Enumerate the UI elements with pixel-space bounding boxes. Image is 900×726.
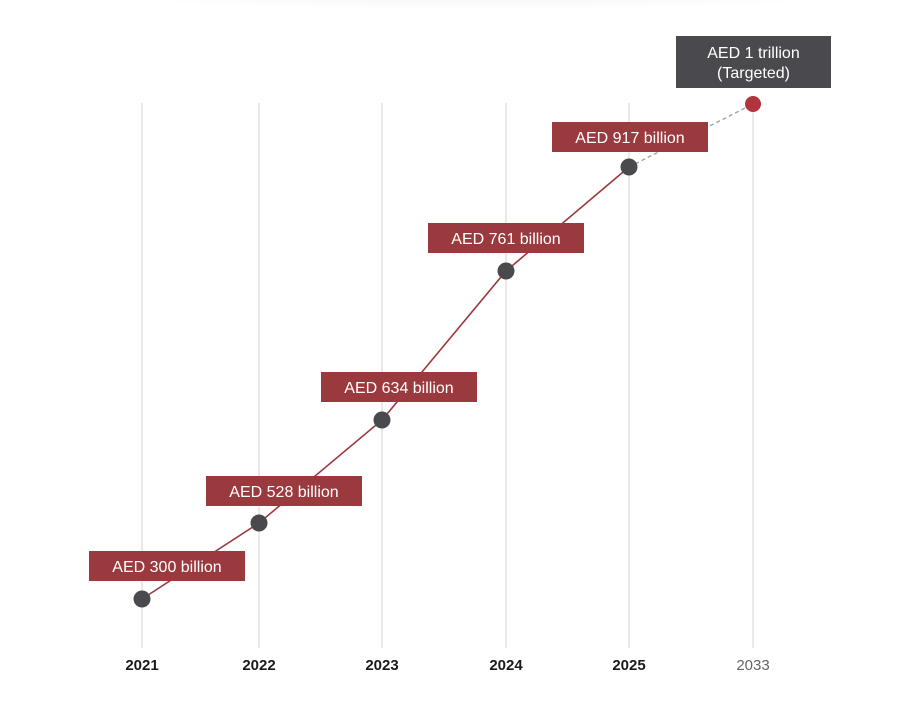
- data-label: (Targeted): [717, 65, 790, 82]
- data-label: AED 1 trillion: [707, 45, 799, 62]
- data-label: AED 917 billion: [575, 130, 684, 147]
- data-point-2021: [133, 590, 151, 608]
- x-tick-label: 2024: [489, 657, 523, 674]
- value-label-2022: AED 528 billion: [206, 476, 362, 506]
- x-tick-label: 2033: [736, 657, 769, 674]
- data-point-2022: [250, 514, 268, 532]
- data-label: AED 761 billion: [451, 231, 560, 248]
- data-point-2023: [373, 411, 391, 429]
- data-label: AED 300 billion: [112, 559, 221, 576]
- data-label: AED 528 billion: [229, 484, 338, 501]
- target-data-point: [745, 96, 761, 112]
- value-label-2024: AED 761 billion: [428, 223, 584, 253]
- x-tick-label: 2025: [612, 657, 645, 674]
- target-projection-line: [628, 103, 754, 168]
- label-box: [206, 476, 362, 506]
- label-box: [89, 551, 245, 581]
- target-value-label: AED 1 trillion (Targeted): [676, 36, 831, 88]
- target-label-box: [676, 36, 831, 88]
- x-tick-label: 2023: [365, 657, 398, 674]
- label-box: [321, 372, 477, 402]
- data-label: AED 634 billion: [344, 380, 453, 397]
- data-point-2025: [620, 158, 638, 176]
- label-box: [552, 122, 708, 152]
- x-tick-label: 2022: [242, 657, 275, 674]
- value-label-2023: AED 634 billion: [321, 372, 477, 402]
- data-point-2024: [497, 262, 515, 280]
- label-box: [428, 223, 584, 253]
- value-label-2025: AED 917 billion: [552, 122, 708, 152]
- top-shadow: [60, 0, 900, 10]
- x-tick-label: 2021: [125, 657, 158, 674]
- value-label-2021: AED 300 billion: [89, 551, 245, 581]
